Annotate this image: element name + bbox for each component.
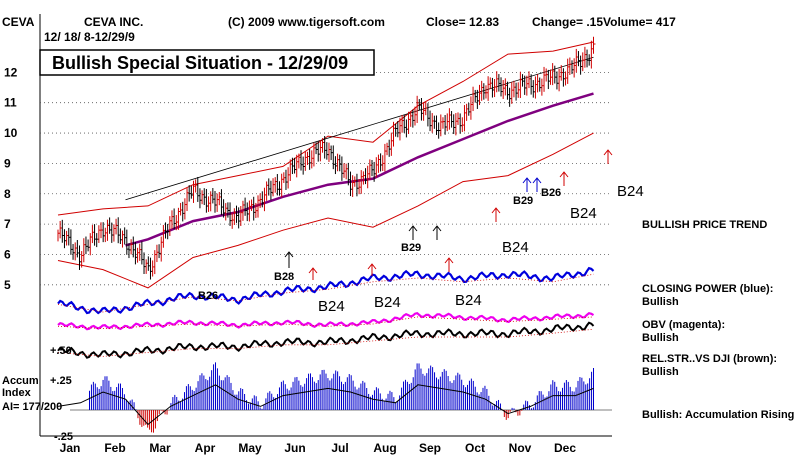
price-axis-labels: 5 6 7 8 9 10 11 12 bbox=[4, 65, 18, 291]
signal-arrow-head bbox=[491, 207, 501, 214]
signal-arrow-head bbox=[522, 177, 532, 184]
relstr-title: REL.STR..VS DJI (brown): bbox=[642, 353, 777, 365]
signal-arrow-head bbox=[408, 225, 418, 232]
x-tick-label-oct: Oct bbox=[465, 441, 485, 455]
date-range: 12/ 18/ 8-12/29/9 bbox=[44, 30, 135, 44]
title-box-text: Bullish Special Situation - 12/29/09 bbox=[52, 53, 348, 73]
y-tick-label-6: 6 bbox=[4, 247, 11, 261]
signal-arrow-head bbox=[603, 149, 613, 156]
accum-status: Bullish: Accumulation Rising bbox=[642, 409, 794, 421]
obv-value: Bullish bbox=[642, 332, 679, 344]
signal-b26-a: B26 bbox=[541, 187, 561, 199]
price-trend-label: BULLISH PRICE TREND bbox=[642, 219, 767, 231]
y-tick-label-12: 12 bbox=[4, 65, 18, 79]
relative-strength-line bbox=[57, 321, 595, 359]
x-tick-label-jun: Jun bbox=[284, 441, 305, 455]
accum-plus50: +.50 bbox=[50, 345, 72, 357]
closing-power-title: CLOSING POWER (blue): bbox=[642, 283, 773, 295]
month-axis-labels: Jan Feb Mar Apr May Jun Jul Aug Sep Oct Nov Dec bbox=[60, 441, 577, 455]
closing-power-line-average bbox=[57, 273, 594, 313]
signal-b28: B28 bbox=[274, 271, 294, 283]
signal-b24-price: B24 bbox=[570, 205, 597, 222]
moving-average-line bbox=[125, 92, 594, 247]
upper-band-line bbox=[57, 41, 594, 216]
accum-minus25: -.25 bbox=[54, 431, 73, 443]
x-tick-label-dec: Dec bbox=[554, 441, 576, 455]
signal-b29-b: B29 bbox=[513, 195, 533, 207]
obv-line bbox=[57, 311, 595, 331]
signal-b29-a: B29 bbox=[401, 242, 421, 254]
x-tick-label-nov: Nov bbox=[509, 441, 532, 455]
title-box bbox=[39, 49, 375, 76]
company-name: CEVA INC. bbox=[84, 15, 143, 29]
signal-b24-cp3: B24 bbox=[455, 292, 482, 309]
x-tick-label-jan: Jan bbox=[60, 441, 81, 455]
obv-line-average bbox=[57, 316, 594, 330]
signal-b24-cp2: B24 bbox=[374, 294, 401, 311]
lower-band-line bbox=[57, 132, 594, 289]
y-tick-label-10: 10 bbox=[4, 126, 18, 140]
price-bars bbox=[57, 36, 596, 280]
signal-arrow-head bbox=[308, 267, 318, 274]
y-tick-label-7: 7 bbox=[4, 217, 11, 231]
x-tick-label-may: May bbox=[238, 441, 262, 455]
accum-title1: Accum bbox=[2, 375, 39, 387]
accum-plus25: +.25 bbox=[50, 375, 72, 387]
x-tick-label-feb: Feb bbox=[104, 441, 125, 455]
signal-arrows bbox=[284, 149, 613, 280]
y-tick-label-5: 5 bbox=[4, 278, 11, 292]
signal-arrow-head bbox=[444, 257, 454, 264]
y-tick-label-11: 11 bbox=[4, 96, 17, 110]
x-tick-label-mar: Mar bbox=[149, 441, 171, 455]
indicator-lines bbox=[57, 266, 595, 359]
obv-title: OBV (magenta): bbox=[642, 319, 725, 331]
y-tick-label-9: 9 bbox=[4, 156, 11, 170]
x-tick-label-aug: Aug bbox=[373, 441, 396, 455]
closing-power-value: Bullish bbox=[642, 296, 679, 308]
copyright: (C) 2009 www.tigersoft.com bbox=[228, 15, 385, 29]
y-tick-label-8: 8 bbox=[4, 187, 11, 201]
signal-arrow-head bbox=[284, 251, 294, 258]
relative-strength-line-average bbox=[57, 328, 594, 357]
signal-arrow-head bbox=[432, 225, 442, 232]
accumulation-index-histogram bbox=[57, 362, 612, 433]
x-tick-label-apr: Apr bbox=[195, 441, 216, 455]
x-tick-label-jul: Jul bbox=[331, 441, 348, 455]
signal-arrow-head bbox=[559, 171, 569, 178]
accum-ai: AI= 177/200 bbox=[2, 401, 62, 413]
ticker: CEVA bbox=[2, 15, 35, 29]
relstr-value: Bullish bbox=[642, 366, 679, 378]
signal-arrow-head bbox=[367, 263, 377, 270]
trendline bbox=[125, 56, 594, 201]
signal-arrow-head bbox=[532, 177, 542, 184]
volume-value: Volume= 417 bbox=[603, 15, 676, 29]
signal-b24-right: B24 bbox=[617, 183, 644, 200]
close-value: Close= 12.83 bbox=[426, 15, 499, 29]
price-grid bbox=[40, 71, 612, 286]
x-tick-label-sep: Sep bbox=[419, 441, 441, 455]
accum-title2: Index bbox=[2, 387, 32, 399]
signal-b24-cp1: B24 bbox=[318, 298, 345, 315]
closing-power-line bbox=[57, 266, 595, 315]
signal-b24-price2: B24 bbox=[502, 239, 529, 256]
accum-average-line bbox=[57, 384, 594, 426]
change-value: Change= .15 bbox=[532, 15, 603, 29]
signal-b26-b: B26 bbox=[198, 290, 218, 302]
